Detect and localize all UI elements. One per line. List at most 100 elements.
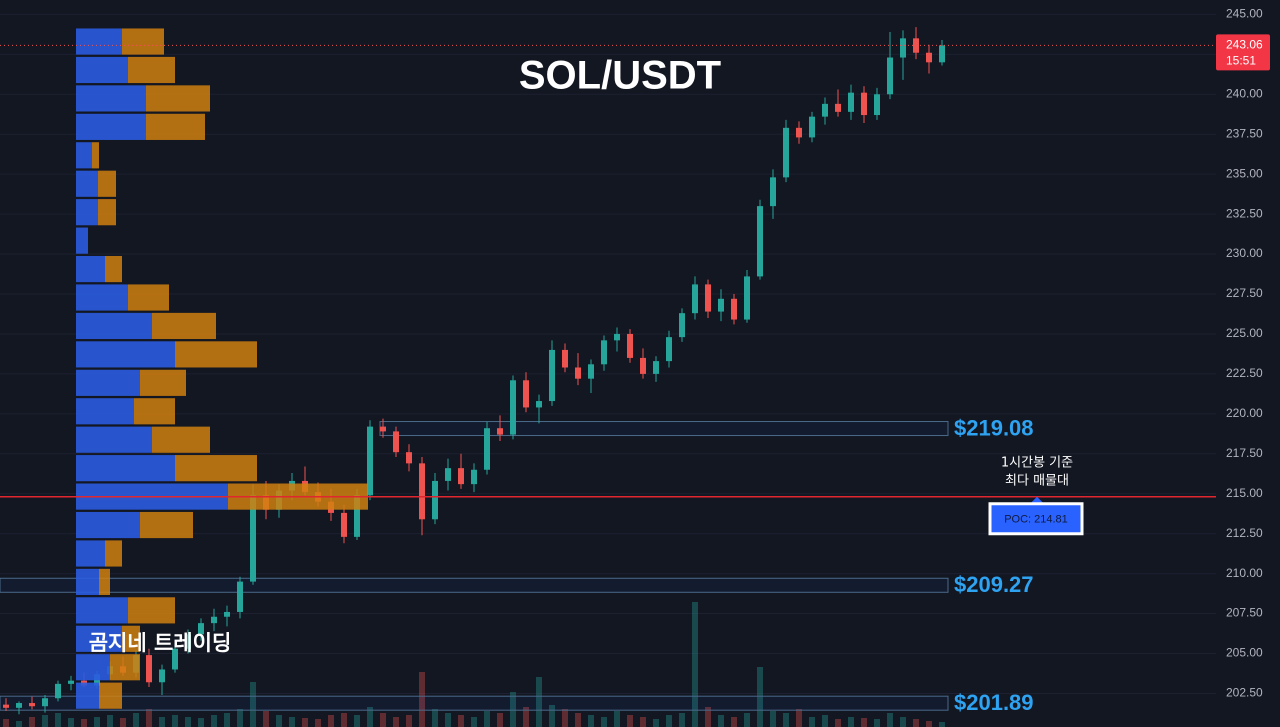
y-tick-label: 217.50 [1226, 446, 1263, 460]
volume-bar [536, 677, 542, 727]
candle-body [172, 648, 178, 670]
volume-bar [627, 715, 633, 727]
profile-sell [92, 142, 99, 169]
annotation: 최다 매물대 [1005, 474, 1069, 489]
volume-bar [549, 705, 555, 727]
volume-bar [510, 692, 516, 727]
volume-bar [341, 713, 347, 727]
profile-sell [99, 682, 122, 709]
volume-bar [419, 672, 425, 727]
y-tick-label: 232.50 [1226, 206, 1263, 220]
volume-bar [575, 713, 581, 727]
level-label: $219.08 [954, 415, 1034, 440]
volume-bar [458, 715, 464, 727]
candle-body [757, 206, 763, 277]
profile-buy [76, 511, 140, 539]
profile-sell [175, 341, 257, 368]
grid [0, 13, 1216, 694]
volume-bar [237, 709, 243, 727]
profile-sell [110, 654, 140, 681]
last-price-box [1216, 34, 1270, 71]
volume-bar [81, 719, 87, 727]
volume-bar [562, 709, 568, 727]
chart-title: SOL/USDT [519, 54, 721, 98]
candle-body [380, 426, 386, 432]
overlay: POC: 214.81 [0, 44, 1216, 536]
profile-sell [122, 625, 140, 652]
volume-bar [783, 713, 789, 727]
candle-body [679, 313, 685, 338]
poc-label: POC: 214.81 [1004, 514, 1068, 526]
candle-body [159, 669, 165, 683]
volume-bar [692, 602, 698, 727]
axis-background [1216, 0, 1280, 727]
candle-body [744, 276, 750, 320]
profile-sell [152, 426, 210, 453]
profile-sell [105, 540, 122, 567]
candle-body [575, 367, 581, 379]
candle-body [419, 463, 425, 520]
candle-body [900, 38, 906, 58]
volume-bar [94, 717, 100, 727]
candle-body [432, 480, 438, 520]
volume-bar [393, 717, 399, 727]
volume-bar [731, 717, 737, 727]
profile-sell [134, 398, 175, 425]
y-tick-label: 202.50 [1226, 686, 1263, 700]
volume-bar [822, 715, 828, 727]
candle-body [42, 698, 48, 707]
volume-bar [406, 715, 412, 727]
poc-box [988, 502, 1084, 536]
candle-body [939, 45, 945, 63]
profile-buy [76, 255, 105, 283]
volume-bar [640, 717, 646, 727]
candle-body [601, 340, 607, 365]
candle-body [692, 284, 698, 314]
y-tick-label: 215.00 [1226, 486, 1263, 500]
volume-bar [432, 709, 438, 727]
volume-bar [614, 711, 620, 727]
volume-bar [939, 722, 945, 727]
candle-body [783, 127, 789, 178]
volume-bar [354, 715, 360, 727]
profile-buy [76, 312, 152, 340]
volume-bar [367, 707, 373, 727]
profile-sell [140, 511, 193, 539]
candle-body [770, 177, 776, 207]
volume-bar [796, 709, 802, 727]
volume-profile [76, 28, 368, 709]
y-tick-label: 227.50 [1226, 286, 1263, 300]
y-tick-label: 210.00 [1226, 566, 1263, 580]
profile-buy [76, 113, 146, 140]
candle-body [3, 704, 9, 708]
volume-bar [276, 715, 282, 727]
profile-buy [76, 199, 98, 226]
candle-body [406, 452, 412, 464]
volume-bar [523, 707, 529, 727]
level-label: $201.89 [954, 690, 1034, 715]
candle-body [29, 703, 35, 707]
candle-body [614, 333, 620, 341]
profile-sell [140, 369, 186, 396]
profile-buy [76, 426, 152, 453]
y-tick-label: 222.50 [1226, 366, 1263, 380]
volume-bar [380, 713, 386, 727]
profile-buy [76, 227, 88, 254]
profile-sell [146, 85, 210, 112]
volume-bar [328, 715, 334, 727]
candle-body [198, 623, 204, 635]
volume-bar [718, 715, 724, 727]
profile-sell [146, 113, 205, 140]
profile-buy [76, 170, 98, 197]
volume-bar [744, 713, 750, 727]
profile-buy [76, 682, 99, 709]
candle-body [393, 431, 399, 453]
level-box [0, 577, 949, 593]
candle-body [341, 512, 347, 537]
profile-buy [76, 142, 92, 169]
profile-sell [105, 255, 122, 283]
volume-bar [68, 718, 74, 727]
candle-body [250, 495, 256, 582]
y-tick-label: 205.00 [1226, 646, 1263, 660]
